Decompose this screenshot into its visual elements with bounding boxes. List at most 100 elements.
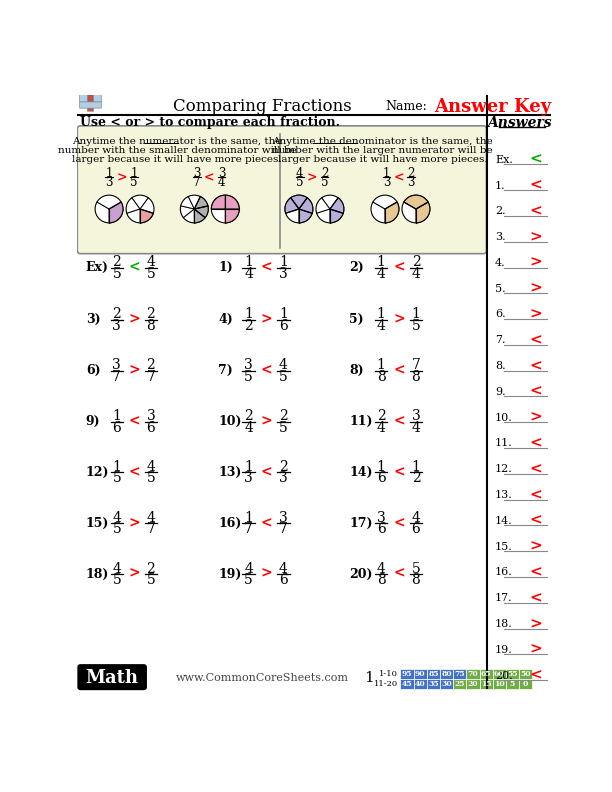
Text: 16.: 16.: [495, 567, 513, 577]
Bar: [493, 668, 506, 679]
Wedge shape: [299, 209, 312, 223]
Text: 6: 6: [279, 573, 288, 587]
Wedge shape: [109, 202, 123, 223]
Text: 17.: 17.: [495, 593, 513, 604]
Text: 1-10: 1-10: [379, 670, 398, 678]
Text: 2: 2: [146, 358, 155, 372]
Text: 1: 1: [365, 671, 375, 685]
Text: 19.: 19.: [495, 645, 513, 655]
Text: 2): 2): [349, 261, 364, 274]
Text: <: <: [529, 153, 542, 167]
Bar: [506, 668, 519, 679]
Text: 2: 2: [321, 167, 328, 180]
Text: 1: 1: [279, 307, 288, 322]
Circle shape: [371, 195, 399, 223]
Wedge shape: [404, 195, 428, 209]
Text: 5: 5: [113, 471, 121, 485]
Wedge shape: [285, 198, 299, 213]
Text: 5: 5: [113, 267, 121, 280]
Text: 7.: 7.: [495, 335, 506, 345]
Wedge shape: [194, 206, 208, 218]
Text: <: <: [529, 359, 542, 373]
Bar: [479, 679, 493, 689]
Text: 2: 2: [408, 167, 415, 180]
Text: 7: 7: [244, 522, 253, 536]
Text: <: <: [529, 514, 542, 527]
Text: 2: 2: [279, 460, 288, 474]
Text: >: >: [529, 617, 542, 631]
Bar: [400, 668, 414, 679]
Text: 4: 4: [113, 562, 121, 576]
Text: 5: 5: [321, 176, 328, 188]
Text: >: >: [529, 282, 542, 295]
Text: >: >: [529, 230, 542, 244]
Bar: [440, 679, 453, 689]
Text: <: <: [393, 414, 405, 428]
Text: 6: 6: [279, 319, 288, 333]
Text: 6): 6): [86, 364, 100, 377]
Text: 17): 17): [349, 516, 373, 530]
Text: 3: 3: [146, 409, 155, 423]
Text: 2: 2: [244, 409, 253, 423]
Text: 7): 7): [218, 364, 233, 377]
Text: >: >: [529, 411, 542, 425]
Text: Ex.: Ex.: [495, 154, 513, 165]
Text: 2: 2: [412, 471, 420, 485]
FancyBboxPatch shape: [88, 94, 94, 111]
Text: <: <: [529, 592, 542, 605]
Text: <: <: [529, 565, 542, 580]
Wedge shape: [330, 198, 344, 213]
Text: <: <: [128, 414, 140, 428]
Bar: [453, 679, 466, 689]
Text: 8: 8: [377, 573, 386, 587]
Text: <: <: [261, 261, 272, 275]
Text: >: >: [128, 567, 140, 581]
Text: 1: 1: [244, 460, 253, 474]
Text: 5: 5: [146, 267, 155, 280]
Text: >: >: [128, 364, 140, 378]
Text: 5: 5: [296, 176, 304, 188]
Text: <: <: [393, 516, 405, 530]
Text: 18): 18): [86, 568, 109, 581]
Text: 4: 4: [113, 511, 121, 525]
Wedge shape: [330, 209, 343, 223]
Text: 3: 3: [382, 176, 390, 188]
Text: <: <: [261, 466, 272, 479]
Circle shape: [211, 195, 239, 223]
Text: 65: 65: [481, 670, 491, 678]
Bar: [506, 679, 519, 689]
Text: 5: 5: [244, 370, 253, 384]
Wedge shape: [416, 202, 430, 223]
Text: 5: 5: [510, 680, 515, 687]
Text: 8.: 8.: [495, 361, 506, 371]
Text: 1: 1: [113, 409, 121, 423]
Text: 5: 5: [146, 573, 155, 587]
Text: <: <: [393, 567, 405, 581]
Text: <: <: [529, 178, 542, 192]
Text: 3: 3: [408, 176, 415, 188]
Text: 55: 55: [507, 670, 518, 678]
FancyBboxPatch shape: [80, 102, 102, 109]
Text: >: >: [128, 313, 140, 327]
Bar: [519, 668, 532, 679]
Text: 11.: 11.: [495, 439, 513, 448]
Text: Answer Key: Answer Key: [435, 97, 552, 116]
Text: Answers: Answers: [487, 116, 551, 130]
Text: number with the larger numerator will be: number with the larger numerator will be: [272, 146, 493, 155]
Text: 12.: 12.: [495, 464, 513, 474]
Text: <: <: [529, 668, 542, 683]
Text: 5.: 5.: [495, 284, 506, 294]
Text: >: >: [261, 567, 272, 581]
Text: 5: 5: [412, 562, 420, 576]
Text: 4: 4: [376, 421, 386, 435]
Text: 19): 19): [218, 568, 242, 581]
Text: 30: 30: [441, 680, 452, 687]
Text: >: >: [529, 256, 542, 270]
Text: 50: 50: [520, 670, 531, 678]
Text: Ex): Ex): [86, 261, 109, 274]
Bar: [453, 668, 466, 679]
Text: 18.: 18.: [495, 619, 513, 629]
Text: >: >: [261, 313, 272, 327]
Text: 85: 85: [428, 670, 439, 678]
Text: 20.: 20.: [495, 671, 513, 680]
